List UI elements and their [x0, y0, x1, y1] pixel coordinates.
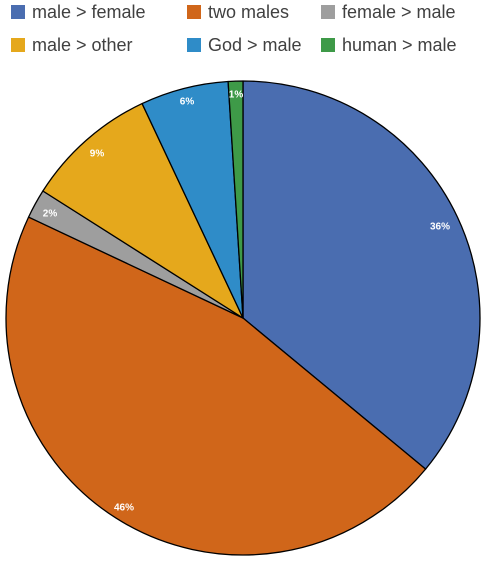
legend-swatch: [321, 5, 335, 19]
legend-swatch: [321, 38, 335, 52]
data-label: 6%: [180, 97, 195, 108]
data-label: 36%: [430, 222, 450, 233]
legend-swatch: [187, 5, 201, 19]
legend-swatch: [187, 38, 201, 52]
legend-swatch: [11, 38, 25, 52]
legend-item: male > other: [11, 35, 133, 55]
data-label: 1%: [229, 90, 244, 101]
legend-label: God > male: [208, 34, 302, 55]
pie-slice: [227, 80, 244, 319]
pie-slice: [5, 216, 427, 556]
data-label: 9%: [90, 149, 105, 160]
legend-label: human > male: [342, 34, 457, 55]
legend-label: male > other: [32, 34, 133, 55]
data-label: 46%: [114, 503, 134, 514]
legend-label: two males: [208, 1, 290, 22]
pie-slice: [242, 80, 481, 470]
legend-label: female > male: [342, 1, 456, 22]
legend-swatch: [11, 5, 25, 19]
legend-item: female > male: [321, 2, 456, 22]
pie-slice: [42, 102, 244, 319]
legend-item: male > female: [11, 2, 146, 22]
legend-item: two males: [187, 2, 289, 22]
legend-label: male > female: [32, 1, 146, 22]
legend-item: human > male: [321, 35, 457, 55]
data-label: 2%: [43, 209, 58, 220]
legend-item: God > male: [187, 35, 302, 55]
